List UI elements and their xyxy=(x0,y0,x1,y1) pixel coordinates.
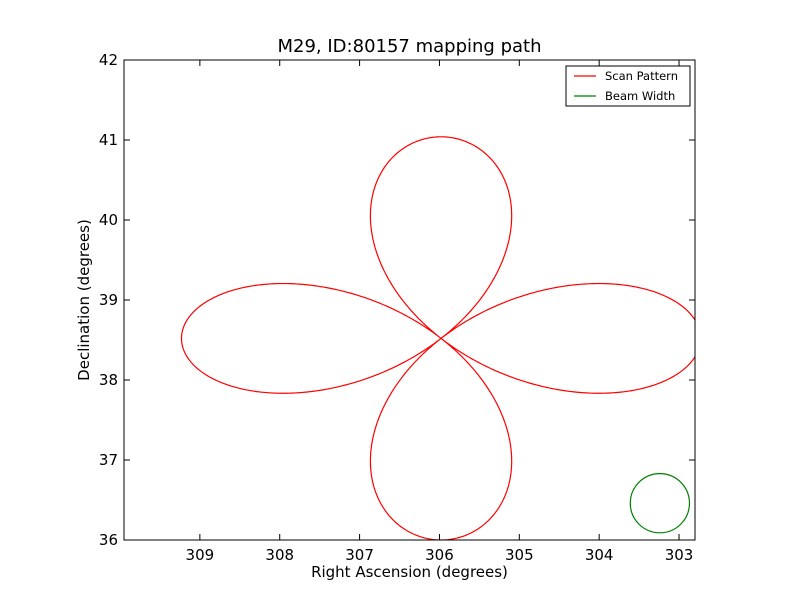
legend-label: Beam Width xyxy=(605,89,675,103)
plot-area xyxy=(124,60,695,540)
x-tick-label: 304 xyxy=(585,546,614,564)
series-beam-width xyxy=(629,473,691,534)
x-tick-label: 307 xyxy=(345,546,374,564)
legend: Scan Pattern Beam Width xyxy=(565,65,691,107)
y-tick-label: 39 xyxy=(99,291,118,309)
x-tick-label: 303 xyxy=(665,546,694,564)
chart-title: M29, ID:80157 mapping path xyxy=(278,36,542,57)
x-tick-label: 305 xyxy=(505,546,534,564)
x-axis-label: Right Ascension (degrees) xyxy=(311,563,508,581)
series-scan-pattern xyxy=(180,136,695,540)
y-tick-label: 37 xyxy=(99,451,118,469)
y-tick-label: 42 xyxy=(99,51,118,69)
x-tick-label: 306 xyxy=(425,546,454,564)
y-tick-label: 40 xyxy=(99,211,118,229)
x-tick-label: 308 xyxy=(265,546,294,564)
y-tick-label: 36 xyxy=(99,531,118,549)
y-axis-label: Declination (degrees) xyxy=(75,219,93,381)
y-tick-label: 38 xyxy=(99,371,118,389)
x-tick-label: 309 xyxy=(186,546,215,564)
legend-box xyxy=(565,65,691,107)
ticks-layer: 309 308 307 306 305 304 303 36 37 38 39 40 41 42 xyxy=(99,51,695,564)
legend-label: Scan Pattern xyxy=(605,69,678,83)
data-layer xyxy=(180,136,695,540)
y-tick-label: 41 xyxy=(99,131,118,149)
